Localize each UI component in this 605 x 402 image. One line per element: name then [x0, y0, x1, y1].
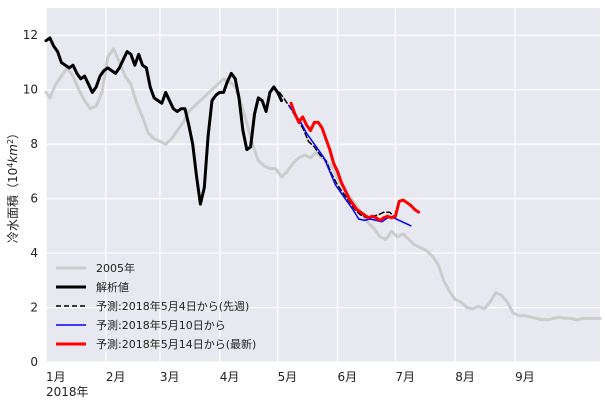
y-tick-label: 8 — [30, 137, 38, 151]
x-tick-label: 7月 — [395, 370, 415, 384]
y-axis-title-prefix: 冷水面積（10 — [5, 168, 20, 243]
series-line-0 — [44, 47, 602, 322]
x-tick-label: 4月 — [220, 370, 240, 384]
legend-label: 2005年 — [96, 261, 135, 275]
x-tick-label: 9月 — [515, 370, 535, 384]
y-tick-label: 0 — [30, 355, 38, 369]
y-tick-label: 2 — [30, 301, 38, 315]
y-tick-label: 6 — [30, 192, 38, 206]
y-axis-title-suffix: ） — [6, 127, 20, 139]
y-axis-title-unit-exp: 2 — [6, 139, 15, 144]
x-tick-label: 2月 — [106, 370, 126, 384]
legend-label: 予測:2018年5月10日から — [96, 318, 226, 332]
x-tick-label: 5月 — [278, 370, 298, 384]
ticks: 0 2 4 6 8 10 12 1月 2月 3月 4月 5月 6月 7月 8月 9月 — [23, 28, 535, 384]
x-axis-year-label: 2018年 — [46, 385, 89, 399]
x-tick-label: 6月 — [337, 370, 357, 384]
y-axis-title-unit: km — [6, 144, 20, 163]
series-line-1 — [44, 36, 283, 206]
y-tick-label: 4 — [30, 246, 38, 260]
y-axis-title-exp: 4 — [6, 163, 15, 168]
x-tick-label: 3月 — [160, 370, 180, 384]
x-tick-label: 1月 — [46, 370, 66, 384]
series-line-4 — [289, 101, 421, 222]
legend-label: 解析値 — [96, 280, 129, 294]
x-tick-label: 8月 — [455, 370, 475, 384]
y-axis-title: 冷水面積（104km2） — [5, 127, 20, 243]
legend-label: 予測:2018年5月14日から(最新) — [96, 337, 256, 351]
series-layer — [44, 36, 602, 322]
y-tick-label: 12 — [23, 28, 38, 42]
legend-label: 予測:2018年5月4日から(先週) — [96, 299, 249, 313]
y-tick-label: 10 — [23, 83, 38, 97]
